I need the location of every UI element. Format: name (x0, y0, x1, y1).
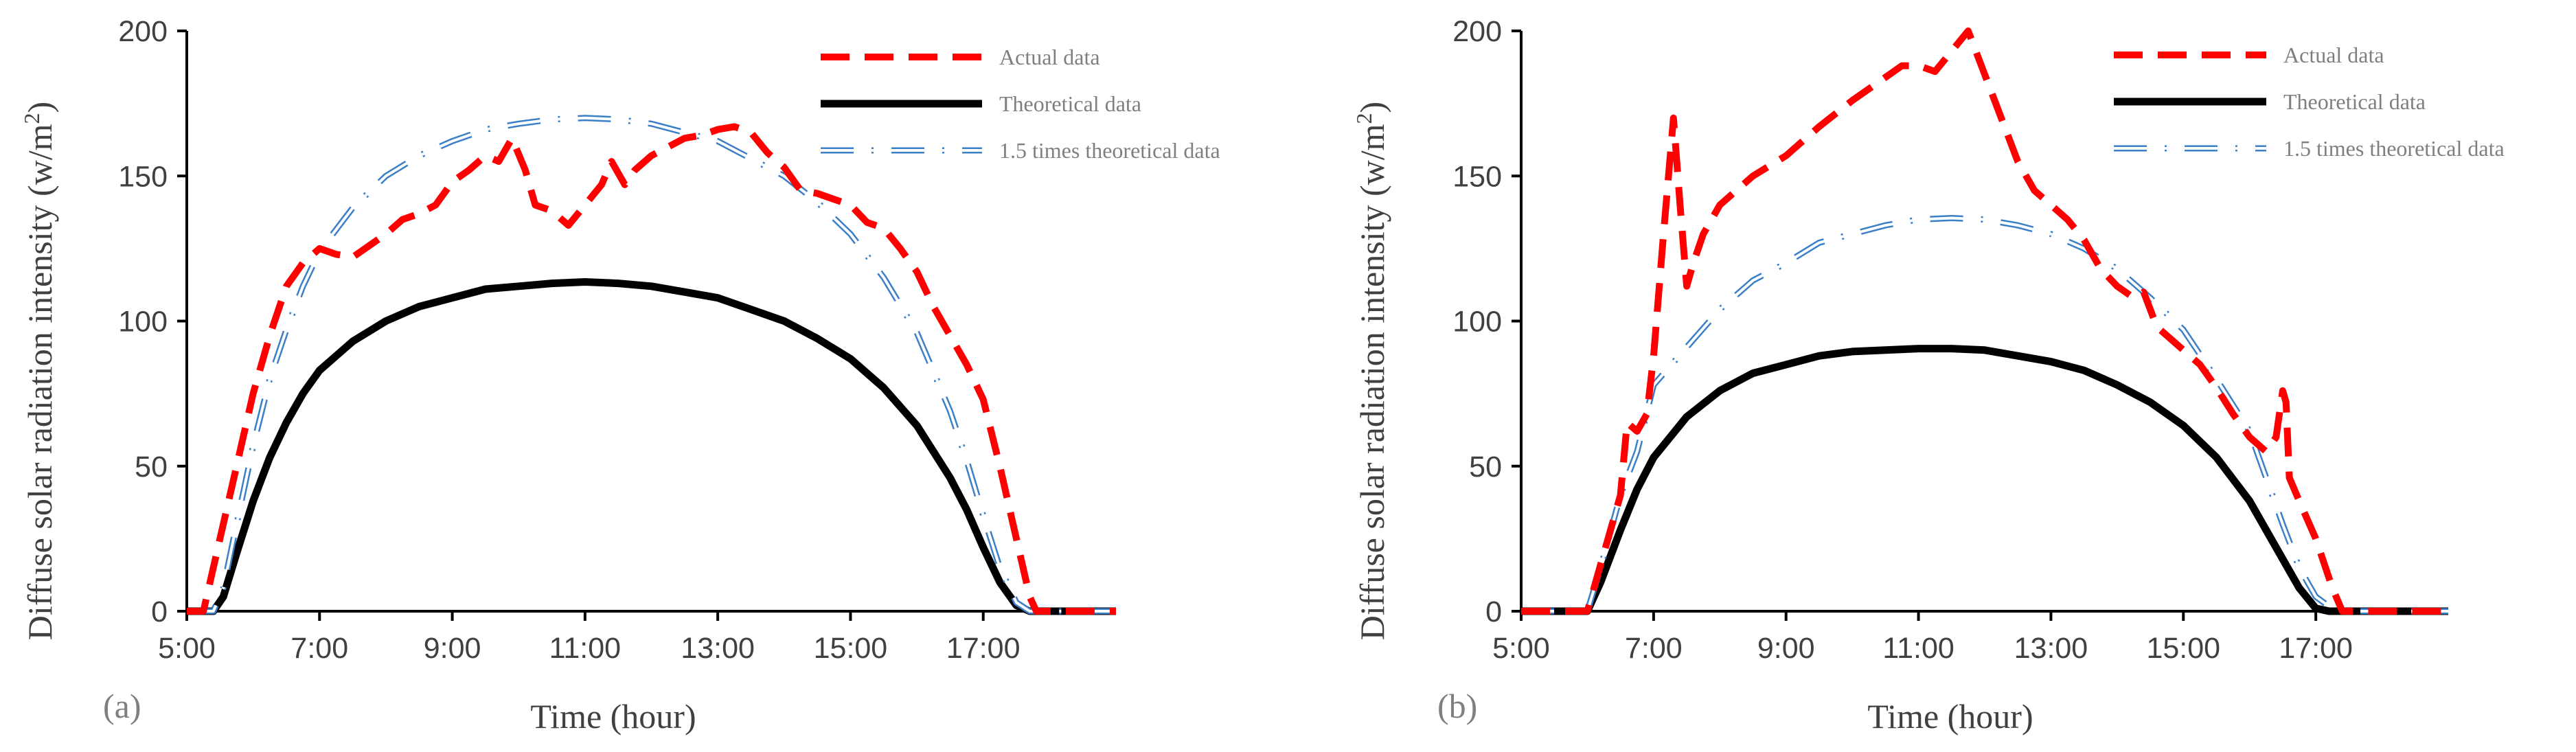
panel-b-xtick-label: 5:00 (1492, 632, 1550, 665)
panel-a-xtick-label: 7:00 (290, 632, 348, 665)
panel-a-ytick-label: 0 (151, 595, 168, 628)
panel-b-xtick-label: 13:00 (2014, 632, 2088, 665)
panel-a-legend: Actual data Theoretical data 1.5 times the… (821, 45, 1220, 163)
panel-a-series-theoretical-data (187, 278, 1116, 615)
panel-b-series-theoretical-data (1521, 345, 2448, 615)
panel-a-legend-label-theoretical-data: Theoretical data (999, 91, 1141, 116)
panel-b-ytick-label: 200 (1452, 15, 1502, 48)
panel-a-lines (187, 115, 1116, 615)
panel-a-ylabel: Diffuse solar radiation intensity (w/m2) (19, 102, 59, 640)
panel-b-lines (1521, 27, 2448, 615)
panel-a-ytick-label: 200 (118, 15, 168, 48)
panel-a-ytick-label: 100 (118, 306, 168, 339)
panel-a-legend-label-1-5-times-theoretical-data: 1.5 times theoretical data (999, 138, 1220, 163)
panel-a-ytick-label: 50 (135, 451, 168, 483)
panel-b-series-actual-data (1521, 27, 2448, 615)
panel-a-axes: 0 50 100 150 200 5:00 7:00 9:00 11:00 13:00 15:00 1… (118, 15, 1116, 665)
panel-b-ytick-label: 50 (1469, 451, 1502, 483)
panel-a-xtick-label: 11:00 (549, 632, 621, 665)
panel-a-ytick-label: 150 (118, 160, 168, 193)
panel-a-xtick-label: 17:00 (946, 632, 1021, 665)
panel-b-series-1-5-times-theoretical-data (1521, 215, 2448, 615)
panel-a-label: (a) (103, 687, 141, 725)
panel-a-xtick-label: 9:00 (424, 632, 481, 665)
panel-a-series-1-5-times-theoretical-data-core (187, 116, 1116, 613)
panel-b-ytick-label: 100 (1452, 306, 1502, 339)
panel-b-xlabel: Time (hour) (1867, 697, 2033, 736)
panel-b-ytick-label: 0 (1485, 595, 1502, 628)
panel-b-xtick-label: 9:00 (1757, 632, 1815, 665)
panel-b-legend-label-theoretical-data: Theoretical data (2283, 89, 2426, 114)
panel-b-xtick-label: 17:00 (2279, 632, 2353, 665)
panel-b-xtick-label: 15:00 (2146, 632, 2220, 665)
panel-b-legend-label-1-5-times-theoretical-data: 1.5 times theoretical data (2283, 136, 2505, 161)
panel-a-xtick-label: 13:00 (681, 632, 755, 665)
panel-b-xtick-label: 7:00 (1625, 632, 1683, 665)
panel-b-legend: Actual data Theoretical data 1.5 times the… (2114, 43, 2505, 161)
panel-a-xtick-label: 5:00 (158, 632, 216, 665)
panel-b-label: (b) (1437, 687, 1477, 725)
panel-a-legend-label-actual-data: Actual data (999, 45, 1100, 69)
panel-a-chart: Diffuse solar radiation intensity (w/m2)… (19, 15, 1220, 736)
panel-b-axes: 0 50 100 150 200 5:00 7:00 9:00 11:00 13:00 15:00 1… (1452, 15, 2448, 665)
panel-a-series-actual-data (187, 123, 1116, 615)
panel-b-chart: Diffuse solar radiation intensity (w/m2)… (1352, 15, 2505, 736)
panel-b-series-1-5-times-theoretical-data-core (1521, 216, 2448, 613)
panel-a-xlabel: Time (hour) (530, 697, 696, 736)
panel-b-ylabel: Diffuse solar radiation intensity (w/m2) (1352, 102, 1391, 640)
panel-b-legend-label-actual-data: Actual data (2283, 43, 2384, 67)
panel-a-xtick-label: 15:00 (814, 632, 888, 665)
panel-b-ytick-label: 150 (1452, 160, 1502, 193)
panel-b-xtick-label: 11:00 (1882, 632, 1954, 665)
